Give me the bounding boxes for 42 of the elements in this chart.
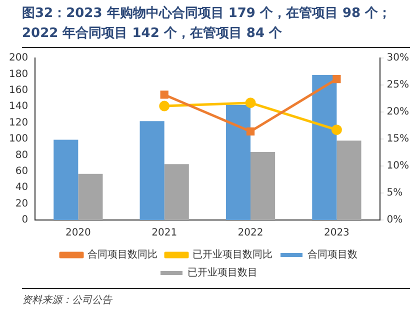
point <box>332 74 341 84</box>
y2-tick-label: 15% <box>386 134 410 145</box>
x-tick-label: 2022 <box>238 228 264 239</box>
y-tick-label: 40 <box>15 182 28 194</box>
bar <box>336 140 362 220</box>
y-tick-label: 200 <box>8 52 28 64</box>
y-tick-label: 100 <box>8 134 28 145</box>
y-tick-label: 120 <box>8 117 28 128</box>
y-tick-label: 20 <box>15 198 28 210</box>
point <box>160 90 168 99</box>
y2-tick-label: 30% <box>386 52 410 64</box>
y2-tick-label: 25% <box>386 80 410 91</box>
y-tick-label: 140 <box>8 101 28 112</box>
point <box>246 127 255 136</box>
chart-title: 图32：2023 年购物中心合同项目 179 个，在管项目 98 个；2022 年合同项目 142 个，在管项目 84 个 <box>22 4 410 48</box>
bar <box>78 174 103 220</box>
y2-tick-label: 0% <box>386 214 403 226</box>
legend-label: 已开业项目数同比 <box>192 248 272 261</box>
bar <box>250 152 276 220</box>
y2-tick-label: 5% <box>386 188 403 199</box>
y-tick-label: 80 <box>15 150 28 161</box>
text: 资料来源：公司公告 <box>22 288 410 307</box>
bar <box>312 75 337 220</box>
legend-label: 已开业项目数目 <box>188 266 258 279</box>
y-tick-label: 0 <box>22 214 28 226</box>
point <box>159 100 170 112</box>
point <box>245 98 256 108</box>
x-tick-label: 2020 <box>65 228 91 239</box>
bar <box>226 104 251 220</box>
x-tick-label: 2021 <box>152 228 178 239</box>
bar <box>54 140 78 220</box>
legend-label: 合同项目数 <box>308 248 358 261</box>
y-tick-label: 160 <box>8 84 28 96</box>
y2-tick-label: 20% <box>386 106 410 118</box>
bar <box>140 121 164 220</box>
y2-tick-label: 10% <box>386 160 410 172</box>
y-tick-label: 180 <box>8 68 28 80</box>
point <box>331 124 342 136</box>
x-tick-label: 2023 <box>324 228 350 239</box>
legend-label: 合同项目数同比 <box>88 248 158 261</box>
y-tick-label: 60 <box>15 166 28 177</box>
bar <box>164 164 189 220</box>
